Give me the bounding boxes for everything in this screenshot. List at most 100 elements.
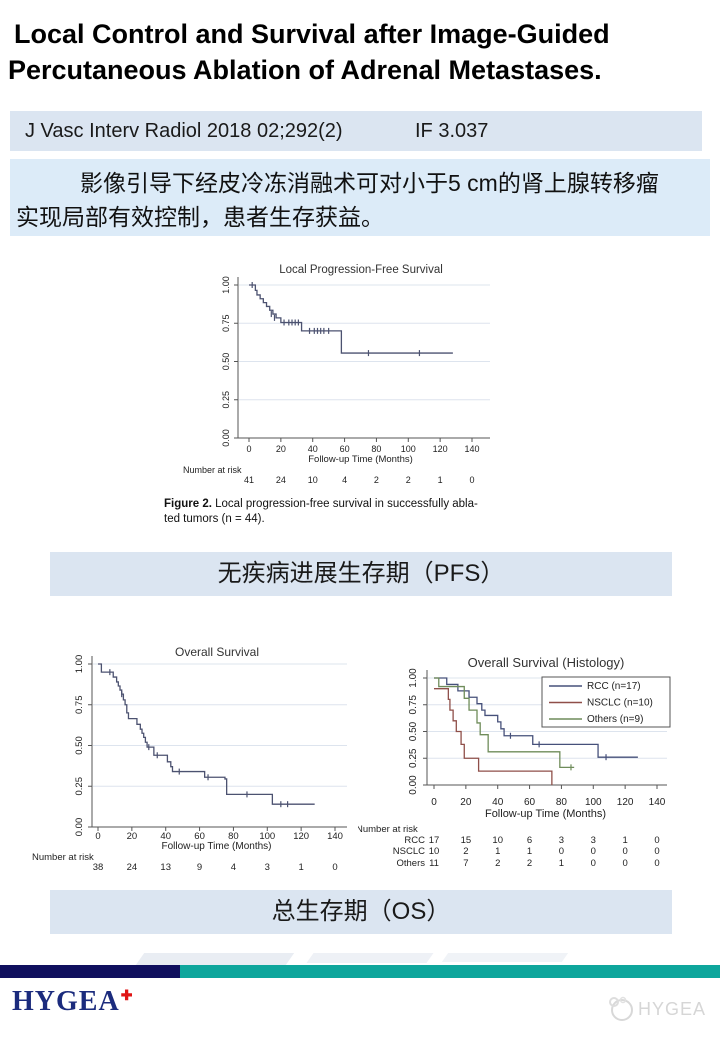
summary-line1: 影像引导下经皮冷冻消融术可对小于5 cm的肾上腺转移瘤 bbox=[80, 170, 659, 196]
svg-text:40: 40 bbox=[492, 797, 504, 808]
svg-text:10: 10 bbox=[308, 475, 318, 485]
svg-text:0: 0 bbox=[654, 846, 659, 857]
svg-text:10: 10 bbox=[492, 835, 503, 846]
summary-cn: 影像引导下经皮冷冻消融术可对小于5 cm的肾上腺转移瘤 实现局部有效控制，患者生… bbox=[10, 159, 710, 236]
svg-text:140: 140 bbox=[649, 797, 666, 808]
svg-text:140: 140 bbox=[327, 831, 343, 842]
os-km-chart: Overall Survival 0.00 0.25 0.50 0.75 1.00 0 20 4… bbox=[30, 640, 378, 888]
svg-text:0.75: 0.75 bbox=[408, 695, 419, 715]
svg-text:0: 0 bbox=[469, 475, 474, 485]
os-histology-km-chart: Overall Survival (Histology) 0.00 0.25 0.50… bbox=[356, 640, 712, 892]
footer-decoration bbox=[135, 953, 295, 965]
svg-text:Others: Others bbox=[396, 858, 425, 869]
hygea-watermark-icon bbox=[609, 996, 633, 1021]
svg-text:0: 0 bbox=[431, 797, 437, 808]
svg-text:60: 60 bbox=[340, 444, 350, 454]
page-title: Local Control and Survival after Image-G… bbox=[8, 16, 712, 88]
pfs-banner: 无疾病进展生存期（PFS） bbox=[50, 552, 672, 596]
svg-text:1: 1 bbox=[527, 846, 532, 857]
svg-text:2: 2 bbox=[406, 475, 411, 485]
figure2-caption: Figure 2. Local progression-free surviva… bbox=[164, 497, 522, 526]
svg-text:0: 0 bbox=[654, 835, 659, 846]
svg-text:0.50: 0.50 bbox=[408, 721, 419, 741]
page-title-line1: Local Control and Survival after Image-G… bbox=[14, 19, 610, 49]
red-cross-icon: ✚ bbox=[120, 988, 134, 1004]
svg-text:1.00: 1.00 bbox=[408, 668, 419, 688]
svg-text:Number at risk: Number at risk bbox=[32, 852, 94, 863]
figure2-caption-prefix: Figure 2. bbox=[164, 498, 212, 510]
svg-text:2: 2 bbox=[495, 858, 500, 869]
page-title-line2: Percutaneous Ablation of Adrenal Metasta… bbox=[8, 55, 602, 85]
svg-text:100: 100 bbox=[259, 831, 275, 842]
svg-text:0: 0 bbox=[622, 846, 627, 857]
svg-text:60: 60 bbox=[524, 797, 536, 808]
svg-text:7: 7 bbox=[463, 858, 468, 869]
svg-text:3: 3 bbox=[265, 862, 270, 873]
svg-text:4: 4 bbox=[342, 475, 347, 485]
impact-factor: IF 3.037 bbox=[415, 120, 489, 142]
figure2-caption-line1: Local progression-free survival in succe… bbox=[211, 498, 478, 510]
svg-text:15: 15 bbox=[461, 835, 472, 846]
footer-decoration bbox=[306, 953, 434, 963]
svg-text:0.25: 0.25 bbox=[221, 391, 231, 409]
pfs-km-chart: Local Progression-Free Survival 0.00 0.25 0… bbox=[165, 255, 545, 495]
figure2-caption-line2: ted tumors (n = 44). bbox=[164, 512, 265, 525]
svg-text:0: 0 bbox=[95, 831, 100, 842]
svg-text:Follow-up Time (Months): Follow-up Time (Months) bbox=[308, 454, 413, 465]
svg-text:4: 4 bbox=[231, 862, 236, 873]
svg-text:6: 6 bbox=[527, 835, 532, 846]
svg-text:38: 38 bbox=[93, 862, 104, 873]
svg-text:120: 120 bbox=[617, 797, 634, 808]
svg-text:1: 1 bbox=[559, 858, 564, 869]
svg-text:9: 9 bbox=[197, 862, 202, 873]
svg-text:1: 1 bbox=[495, 846, 500, 857]
hygea-watermark-text: HYGEA bbox=[638, 999, 707, 1019]
svg-text:NSCLC: NSCLC bbox=[393, 846, 425, 857]
svg-text:Follow-up Time (Months): Follow-up Time (Months) bbox=[161, 841, 271, 852]
svg-text:120: 120 bbox=[433, 444, 448, 454]
svg-text:3: 3 bbox=[591, 835, 596, 846]
svg-text:0.75: 0.75 bbox=[221, 314, 231, 332]
footer-bar-teal bbox=[180, 965, 720, 978]
svg-text:0: 0 bbox=[559, 846, 564, 857]
hygea-logo: HYGEA✚ bbox=[12, 986, 133, 1018]
svg-text:Local Progression-Free Surviva: Local Progression-Free Survival bbox=[279, 264, 443, 276]
citation-bar: J Vasc Interv Radiol 2018 02;292(2) IF 3… bbox=[10, 111, 702, 151]
svg-text:60: 60 bbox=[194, 831, 205, 842]
svg-text:0: 0 bbox=[591, 858, 596, 869]
svg-text:0.00: 0.00 bbox=[74, 818, 85, 837]
svg-text:1: 1 bbox=[438, 475, 443, 485]
svg-text:20: 20 bbox=[460, 797, 472, 808]
svg-text:41: 41 bbox=[244, 475, 254, 485]
svg-text:80: 80 bbox=[371, 444, 381, 454]
svg-text:11: 11 bbox=[429, 858, 439, 869]
svg-text:20: 20 bbox=[276, 444, 286, 454]
svg-text:0: 0 bbox=[332, 862, 337, 873]
svg-text:120: 120 bbox=[293, 831, 309, 842]
km-plot: Overall Survival (Histology) 0.00 0.25 0.50… bbox=[356, 655, 671, 869]
svg-text:RCC: RCC bbox=[404, 835, 425, 846]
svg-text:0.75: 0.75 bbox=[74, 696, 85, 715]
summary-line2: 实现局部有效控制，患者生存获益。 bbox=[16, 204, 384, 230]
km-plot: Overall Survival 0.00 0.25 0.50 0.75 1.00 0 20 4… bbox=[32, 645, 347, 873]
svg-text:NSCLC (n=10): NSCLC (n=10) bbox=[587, 698, 653, 709]
svg-text:0.00: 0.00 bbox=[221, 429, 231, 447]
svg-text:0.50: 0.50 bbox=[74, 736, 85, 755]
svg-text:2: 2 bbox=[374, 475, 379, 485]
svg-text:Overall Survival (Histology): Overall Survival (Histology) bbox=[468, 655, 625, 670]
svg-text:80: 80 bbox=[556, 797, 568, 808]
km-plot: Local Progression-Free Survival 0.00 0.25 0… bbox=[183, 264, 490, 485]
svg-text:1.00: 1.00 bbox=[74, 655, 85, 674]
hygea-logo-text: HYGEA bbox=[12, 986, 120, 1017]
svg-text:Overall Survival: Overall Survival bbox=[175, 645, 259, 659]
svg-text:1: 1 bbox=[622, 835, 627, 846]
svg-text:0: 0 bbox=[654, 858, 659, 869]
svg-text:1.00: 1.00 bbox=[221, 276, 231, 294]
hygea-watermark: HYGEA bbox=[604, 994, 714, 1026]
svg-text:0.25: 0.25 bbox=[408, 748, 419, 768]
svg-text:2: 2 bbox=[463, 846, 468, 857]
svg-text:100: 100 bbox=[401, 444, 416, 454]
footer-decoration bbox=[441, 953, 569, 962]
svg-text:2: 2 bbox=[527, 858, 532, 869]
